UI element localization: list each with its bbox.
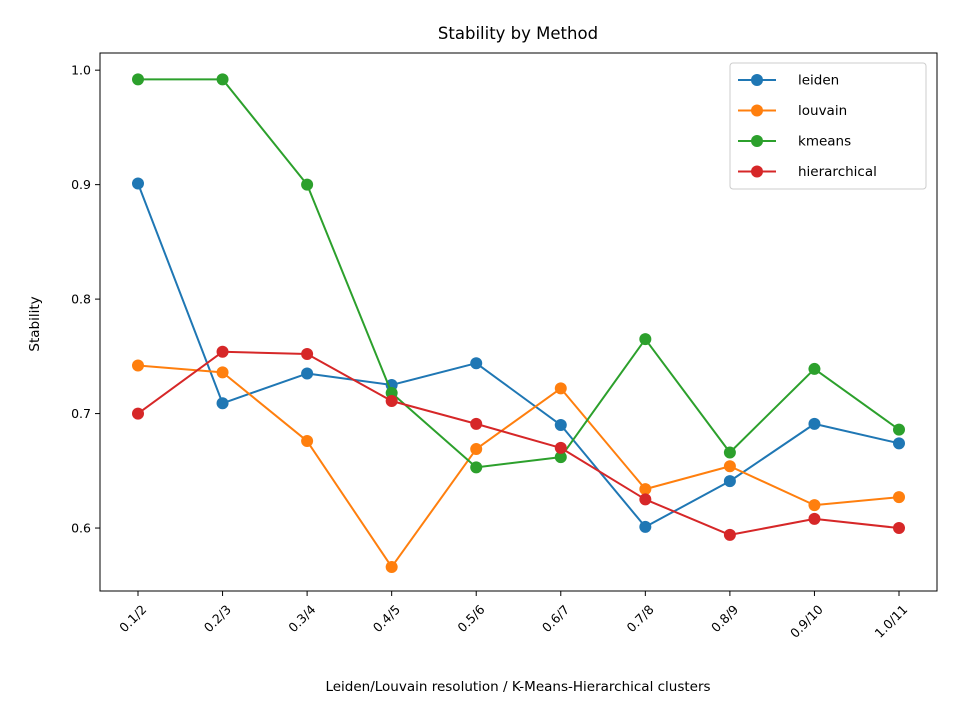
y-tick-label: 0.6: [71, 520, 91, 535]
data-point-hierarchical: [723, 528, 736, 541]
x-tick-label: 0.7/8: [623, 602, 656, 635]
data-point-leiden: [554, 419, 567, 432]
x-tick-label: 0.5/6: [454, 602, 487, 635]
data-point-kmeans: [470, 461, 483, 474]
y-tick-label: 0.7: [71, 406, 91, 421]
data-point-leiden: [470, 357, 483, 370]
data-point-louvain: [132, 359, 144, 372]
series-line-hierarchical: [137, 350, 900, 536]
x-tick-label: 0.9/10: [787, 602, 826, 641]
data-point-hierarchical: [301, 348, 314, 361]
data-point-leiden: [808, 417, 821, 430]
y-tick-label: 0.9: [71, 177, 91, 192]
data-point-kmeans: [723, 446, 736, 459]
legend-marker-leiden: [751, 74, 763, 86]
x-tick-label: 0.3/4: [285, 602, 318, 635]
data-point-hierarchical: [216, 345, 229, 358]
data-point-hierarchical: [470, 417, 483, 430]
data-point-leiden: [723, 475, 736, 488]
x-tick-label: 1.0/11: [872, 602, 911, 641]
data-point-hierarchical: [554, 441, 567, 454]
x-tick-label: 0.1/2: [116, 602, 149, 635]
chart-title: Stability by Method: [438, 24, 598, 43]
series-line-leiden: [137, 183, 900, 528]
y-tick-label: 0.8: [71, 291, 91, 306]
x-tick-label: 0.2/3: [201, 602, 234, 635]
data-point-louvain: [216, 366, 229, 379]
plot-frame: [99, 52, 938, 592]
data-point-louvain: [808, 499, 821, 512]
data-point-louvain: [554, 382, 567, 395]
data-point-louvain: [301, 435, 314, 448]
x-axis-label: Leiden/Louvain resolution / K-Means-Hier…: [325, 679, 710, 695]
data-point-kmeans: [808, 362, 821, 375]
data-point-kmeans: [554, 451, 567, 464]
legend-marker-hierarchical: [751, 165, 763, 178]
x-tick-label: 0.8/9: [708, 602, 741, 635]
series-line-kmeans: [138, 78, 900, 469]
legend-label-louvain: louvain: [798, 103, 847, 119]
data-point-leiden: [893, 437, 905, 450]
data-point-louvain: [470, 443, 483, 456]
data-point-louvain: [893, 491, 905, 504]
data-point-leiden: [301, 367, 314, 380]
data-point-leiden: [216, 397, 229, 410]
data-point-louvain: [723, 460, 736, 473]
data-point-hierarchical: [893, 522, 905, 535]
legend-label-hierarchical: hierarchical: [798, 164, 877, 180]
data-point-hierarchical: [132, 407, 144, 420]
data-point-hierarchical: [385, 394, 398, 407]
legend: leiden louvain kmeans hierarchical: [729, 62, 927, 190]
x-tick-label: 0.6/7: [539, 602, 572, 635]
data-point-louvain: [639, 483, 652, 496]
y-tick-label: 1.0: [71, 63, 91, 78]
data-point-hierarchical: [639, 493, 652, 506]
legend-label-kmeans: kmeans: [798, 134, 851, 150]
data-point-louvain: [385, 560, 398, 573]
series-line-louvain: [137, 364, 900, 568]
data-point-leiden: [639, 520, 652, 533]
data-point-kmeans: [639, 333, 652, 346]
legend-box: [729, 62, 927, 190]
legend-marker-louvain: [751, 104, 763, 117]
legend-label-leiden: leiden: [798, 73, 839, 89]
data-point-kmeans: [893, 423, 905, 436]
data-point-kmeans: [216, 73, 229, 86]
data-point-kmeans: [132, 73, 144, 86]
data-point-leiden: [132, 177, 144, 190]
y-axis-label: Stability: [27, 296, 43, 351]
data-point-kmeans: [301, 178, 314, 191]
x-tick-label: 0.4/5: [370, 602, 403, 635]
data-point-hierarchical: [808, 512, 821, 525]
legend-marker-kmeans: [751, 135, 763, 147]
